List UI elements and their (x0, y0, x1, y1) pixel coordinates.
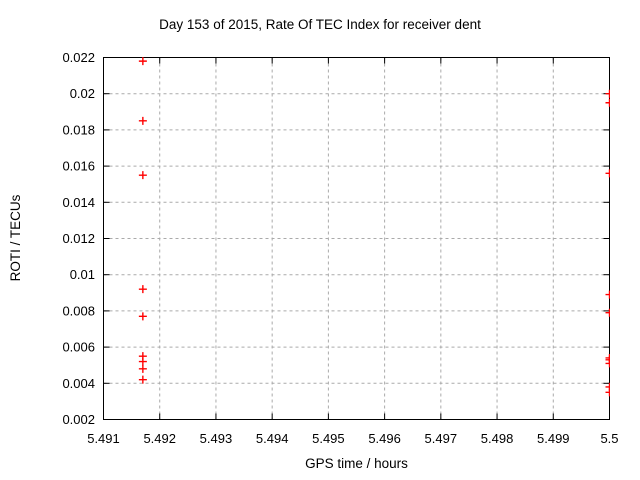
y-tick-label: 0.012 (62, 231, 95, 246)
x-tick-label: 5.494 (256, 431, 289, 446)
data-points (138, 57, 610, 397)
x-tick-label: 5.491 (87, 431, 120, 446)
data-point-marker (605, 89, 610, 98)
data-point-marker (605, 98, 610, 107)
x-tick-label: 5.497 (425, 431, 458, 446)
y-tick-label: 0.008 (62, 303, 95, 318)
data-point-marker (138, 116, 147, 125)
x-axis-title: GPS time / hours (305, 456, 408, 471)
data-point-marker (138, 285, 147, 294)
x-tick-label: 5.495 (312, 431, 345, 446)
x-tick-label: 5.498 (481, 431, 514, 446)
data-point-marker (138, 57, 147, 66)
y-tick-label: 0.02 (70, 86, 95, 101)
data-point-marker (605, 169, 610, 178)
y-tick-label: 0.006 (62, 340, 95, 355)
y-tick-label: 0.004 (62, 376, 95, 391)
data-point-marker (138, 375, 147, 384)
chart-title: Day 153 of 2015, Rate Of TEC Index for r… (159, 17, 481, 32)
y-tick-label: 0.018 (62, 122, 95, 137)
data-point-marker (138, 312, 147, 321)
x-tick-label: 5.499 (537, 431, 570, 446)
data-point-marker (605, 388, 610, 397)
y-tick-label: 0.016 (62, 159, 95, 174)
data-point-marker (138, 364, 147, 373)
x-tick-label: 5.493 (200, 431, 233, 446)
y-tick-label: 0.014 (62, 195, 95, 210)
data-point-marker (605, 290, 610, 299)
data-point-marker (605, 359, 610, 368)
y-tick-label: 0.022 (62, 50, 95, 65)
data-point-marker (605, 308, 610, 317)
x-tick-label: 5.5 (600, 431, 618, 446)
y-tick-label: 0.01 (70, 267, 95, 282)
y-tick-label: 0.002 (62, 412, 95, 427)
data-point-marker (138, 357, 147, 366)
data-point-marker (138, 171, 147, 180)
x-tick-label: 5.492 (143, 431, 176, 446)
x-tick-label: 5.496 (368, 431, 401, 446)
